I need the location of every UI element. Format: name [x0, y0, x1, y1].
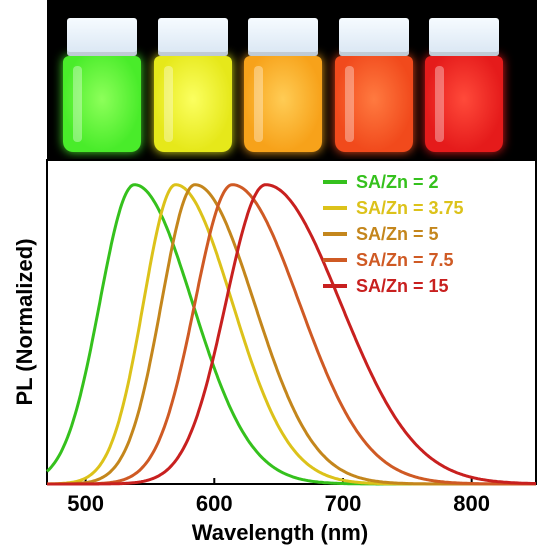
vial	[425, 0, 503, 160]
y-axis-title: PL (Normalized)	[12, 238, 37, 405]
vial-glint	[344, 66, 354, 142]
x-tick-label: 700	[325, 491, 362, 516]
vial-glint	[254, 66, 263, 142]
curves	[45, 183, 537, 486]
series-line	[46, 183, 537, 486]
vial-cap	[338, 18, 409, 56]
vial	[63, 0, 141, 160]
vials-photo	[47, 0, 537, 160]
x-ticks: 500 600 700 800	[67, 478, 490, 516]
vial-cap	[67, 18, 137, 56]
series-line	[45, 183, 537, 486]
vial-solution	[63, 56, 141, 152]
x-axis-title: Wavelength (nm)	[192, 520, 368, 545]
vial-glint	[73, 66, 82, 142]
legend-label: SA/Zn = 7.5	[356, 250, 454, 270]
legend: SA/Zn = 2 SA/Zn = 3.75 SA/Zn = 5 SA/Zn = 7.…	[323, 172, 464, 296]
vial	[334, 0, 413, 160]
vial-solution	[153, 56, 232, 152]
series-line	[46, 183, 537, 486]
x-tick-label: 800	[453, 491, 490, 516]
x-tick-label: 600	[196, 491, 233, 516]
vial-cap	[429, 18, 499, 56]
vial-solution	[334, 56, 413, 152]
vial-cap	[248, 18, 318, 56]
vial-glint	[435, 66, 444, 142]
plot-frame	[46, 159, 537, 485]
vial-solution	[244, 56, 322, 152]
legend-label: SA/Zn = 15	[356, 276, 449, 296]
vial	[244, 0, 322, 160]
series-line	[46, 183, 537, 486]
vial-cap	[157, 18, 228, 56]
vial-solution	[425, 56, 503, 152]
legend-label: SA/Zn = 5	[356, 224, 439, 244]
x-tick-label: 500	[67, 491, 104, 516]
vial	[153, 0, 232, 160]
legend-label: SA/Zn = 3.75	[356, 198, 464, 218]
series-line	[46, 183, 537, 486]
legend-label: SA/Zn = 2	[356, 172, 439, 192]
vial-glint	[163, 66, 173, 142]
